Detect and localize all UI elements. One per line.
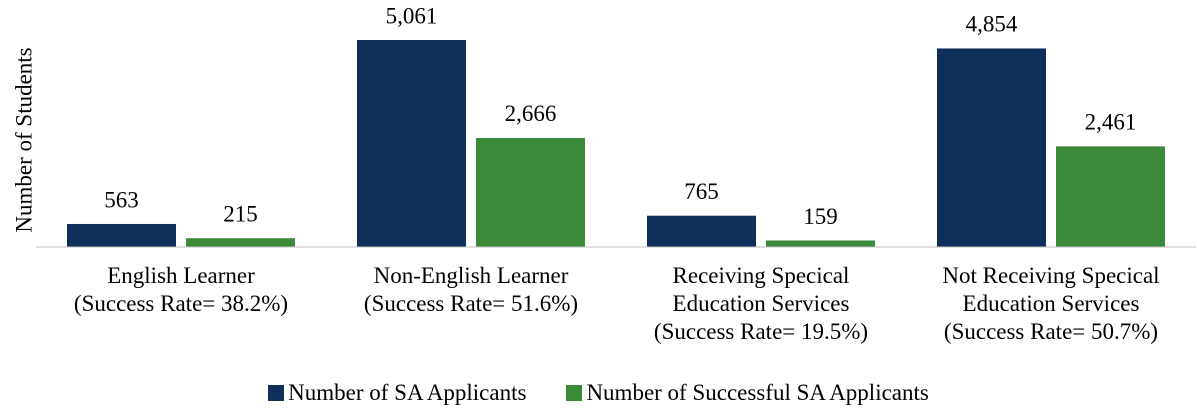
legend: Number of SA Applicants Number of Success… <box>0 380 1197 406</box>
value-label: 159 <box>803 204 838 229</box>
bar <box>647 215 756 247</box>
value-label: 5,061 <box>386 3 438 28</box>
bar <box>186 238 295 247</box>
value-label: 4,854 <box>966 12 1018 37</box>
x-tick-label: Receiving Specical Education Services (S… <box>653 263 869 344</box>
legend-label: Number of Successful SA Applicants <box>586 380 929 405</box>
bar <box>67 223 176 247</box>
legend-item: Number of Successful SA Applicants <box>566 380 929 406</box>
bar <box>937 48 1046 247</box>
value-label: 765 <box>684 179 719 204</box>
y-axis-label: Number of Students <box>11 47 36 232</box>
legend-item: Number of SA Applicants <box>268 380 526 406</box>
bar <box>476 137 585 247</box>
legend-label: Number of SA Applicants <box>288 380 527 405</box>
value-label: 563 <box>104 187 139 212</box>
x-tick-label: Non-English Learner (Success Rate= 51.6%… <box>363 263 579 316</box>
bar <box>357 39 466 247</box>
legend-swatch <box>566 385 583 401</box>
bar <box>766 240 875 247</box>
value-label: 2,461 <box>1085 110 1137 135</box>
x-tick-label: English Learner (Success Rate= 38.2%) <box>73 263 289 316</box>
value-label: 215 <box>223 201 258 226</box>
legend-swatch <box>268 385 285 401</box>
bar <box>1056 146 1165 247</box>
value-label: 2,666 <box>505 101 557 126</box>
x-tick-label: Not Receiving Specical Education Service… <box>942 263 1160 344</box>
